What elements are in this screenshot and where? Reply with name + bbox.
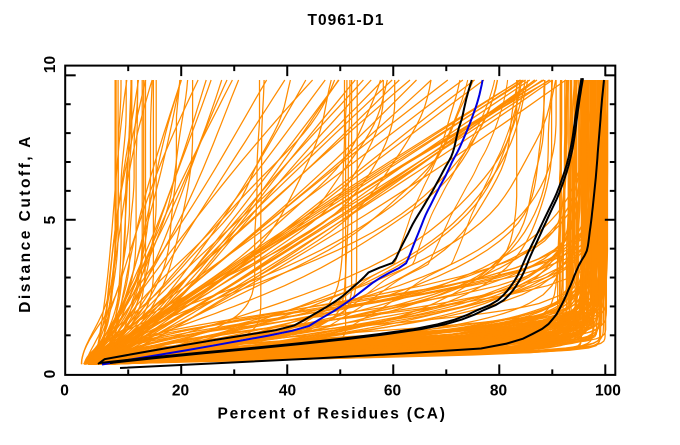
svg-text:5: 5 xyxy=(42,215,59,224)
svg-text:10: 10 xyxy=(42,56,59,73)
svg-text:T0961-D1: T0961-D1 xyxy=(308,12,385,29)
svg-text:20: 20 xyxy=(172,383,189,400)
svg-text:Percent of Residues (CA): Percent of Residues (CA) xyxy=(217,406,446,423)
svg-text:0: 0 xyxy=(42,370,59,379)
svg-text:0: 0 xyxy=(60,383,69,400)
svg-text:Distance Cutoff, A: Distance Cutoff, A xyxy=(17,134,34,313)
svg-text:40: 40 xyxy=(279,383,296,400)
svg-text:80: 80 xyxy=(490,383,507,400)
svg-text:100: 100 xyxy=(595,383,621,400)
svg-text:60: 60 xyxy=(384,383,401,400)
